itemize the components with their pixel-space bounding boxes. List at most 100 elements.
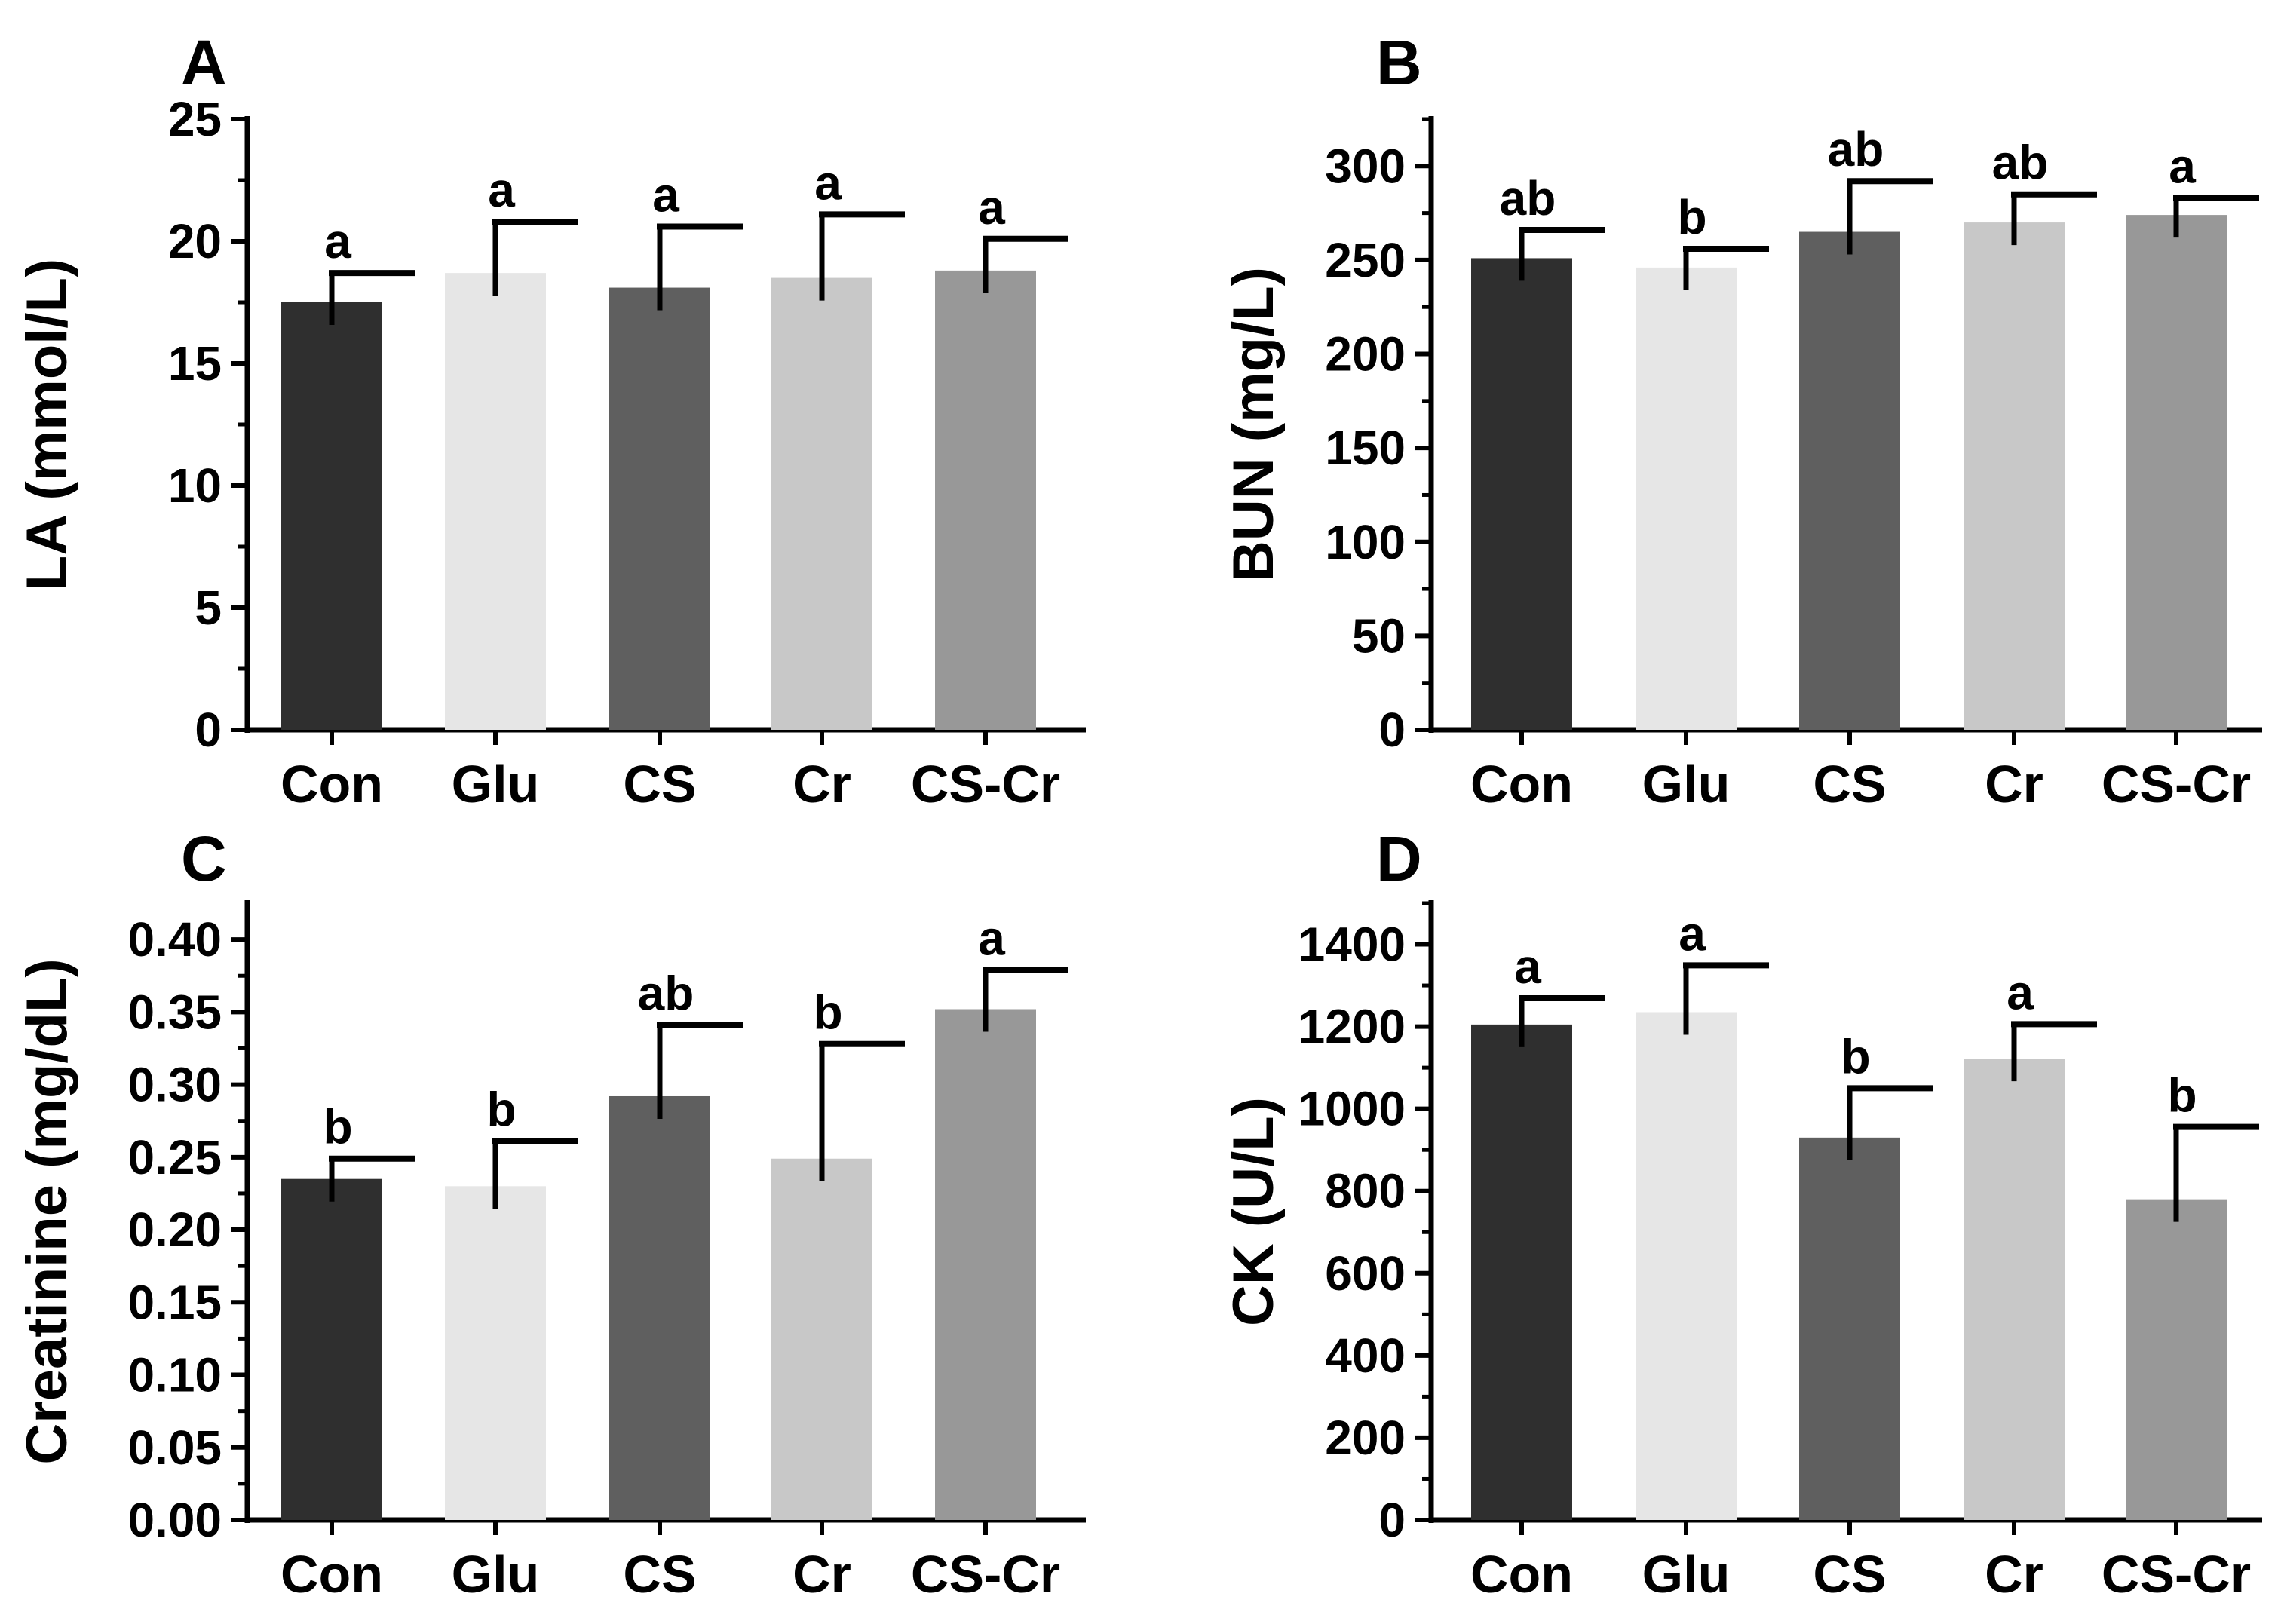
significance-letter: b [486,1083,516,1137]
significance-letter: a [652,168,679,222]
y-tick-label: 200 [1325,1411,1406,1465]
significance-letter: ab [1500,171,1556,225]
significance-letter: a [814,155,842,210]
bar-cr [771,277,872,731]
y-tick-label: 0 [1378,703,1406,757]
x-tick-label: CS [1813,1545,1886,1604]
panel-a: A 0 5 10 15 20 25 LA (mmol/L) a Con a Glu a CS a Cr a CS-… [15,27,1086,814]
y-tick-label: 15 [168,336,222,391]
bar-glu [445,1186,546,1520]
y-tick-label: 0.40 [127,912,222,967]
x-tick-label: CS-Cr [911,1545,1060,1604]
y-tick-label: 50 [1352,608,1406,663]
bar-con [281,302,382,730]
y-axis-title: CK (U/L) [1222,1097,1286,1326]
bar-cs-cr [935,270,1036,730]
bar-cr [1964,1059,2065,1520]
bar-cs [609,1095,710,1520]
bar-cr [1964,222,2065,731]
significance-letter: a [2169,139,2196,194]
panel-label: D [1376,823,1422,894]
bar-glu [1636,267,1737,730]
significance-letter: a [978,180,1005,234]
y-tick-label: 20 [168,214,222,268]
x-tick-label: Cr [793,1545,851,1604]
y-tick-label: 0.00 [127,1493,222,1547]
significance-letter: b [1677,190,1706,244]
x-tick-label: CS [1813,755,1886,814]
x-tick-label: Cr [1985,755,2043,814]
significance-letter: b [2167,1068,2197,1123]
y-tick-label: 0.05 [127,1420,222,1475]
significance-letter: ab [638,967,694,1021]
panel-c: C 0.00 0.05 0.10 0.15 0.20 0.25 0.30 0.35 0.40 Cre… [15,823,1086,1604]
panel-label: B [1376,27,1422,98]
y-tick-label: 0.20 [127,1203,222,1257]
panel-label: C [181,823,227,894]
x-tick-label: CS-Cr [2102,1545,2251,1604]
y-tick-label: 800 [1325,1164,1406,1218]
bar-glu [1636,1012,1737,1520]
bar-cs [609,287,710,730]
y-tick-label: 0.35 [127,985,222,1039]
bar-cs-cr [2126,215,2227,731]
significance-letter: a [1514,939,1541,994]
y-axis-title: BUN (mg/L) [1222,267,1286,582]
bar-cs-cr [2126,1199,2227,1520]
x-tick-label: CS [623,755,696,814]
x-tick-label: CS-Cr [2102,755,2251,814]
bar-glu [445,273,546,730]
panel-b: B 0 50 100 150 200 250 300 BUN (mg/L) ab Con b Glu ab… [1222,27,2262,814]
y-axis-title: Creatinine (mg/dL) [15,958,79,1464]
x-tick-label: CS-Cr [911,755,1060,814]
significance-letter: b [813,985,842,1040]
x-tick-label: Cr [1985,1545,2043,1604]
y-tick-label: 250 [1325,233,1406,287]
significance-letter: ab [1992,136,2049,190]
y-tick-label: 1000 [1298,1082,1406,1136]
y-tick-label: 0 [1378,1493,1406,1547]
y-tick-label: 600 [1325,1246,1406,1301]
y-tick-label: 0.10 [127,1348,222,1402]
x-tick-label: CS [623,1545,696,1604]
panel-label: A [181,27,227,98]
y-axis-title: LA (mmol/L) [15,259,79,590]
significance-letter: b [1841,1029,1870,1083]
y-tick-label: 100 [1325,515,1406,569]
significance-letter: b [323,1100,352,1154]
y-tick-label: 0.15 [127,1275,222,1329]
bar-cs-cr [935,1009,1036,1520]
x-tick-label: Cr [793,755,851,814]
y-tick-label: 1200 [1298,1000,1406,1054]
x-tick-label: Con [1470,1545,1573,1604]
x-tick-label: Glu [452,1545,540,1604]
significance-letter: a [2007,965,2034,1019]
x-tick-label: Glu [452,755,540,814]
significance-letter: a [488,163,515,217]
y-tick-label: 25 [168,92,222,146]
bar-cs [1799,1137,1900,1520]
y-tick-label: 1400 [1298,918,1406,972]
y-tick-label: 0.25 [127,1130,222,1184]
y-tick-label: 200 [1325,327,1406,381]
y-tick-label: 5 [195,581,222,635]
significance-letter: a [978,912,1005,966]
y-tick-label: 300 [1325,139,1406,193]
y-tick-label: 0.30 [127,1058,222,1112]
bar-con [1471,1024,1572,1520]
y-tick-label: 400 [1325,1328,1406,1383]
bar-cr [771,1158,872,1520]
y-tick-label: 150 [1325,421,1406,475]
bar-con [281,1178,382,1520]
x-tick-label: Con [1470,755,1573,814]
x-tick-label: Con [281,1545,383,1604]
x-tick-label: Glu [1642,1545,1731,1604]
significance-letter: ab [1828,122,1884,176]
y-tick-label: 0 [195,703,222,757]
x-tick-label: Glu [1642,755,1731,814]
significance-letter: a [324,214,351,268]
y-tick-label: 10 [168,458,222,513]
bar-cs [1799,231,1900,730]
panel-d: D 0 200 400 600 800 1000 1200 1400 CK (U/L) a Con a G… [1222,823,2262,1604]
